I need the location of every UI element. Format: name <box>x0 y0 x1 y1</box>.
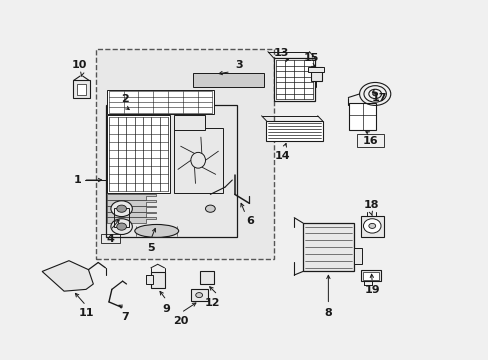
Text: 1: 1 <box>74 175 81 185</box>
Bar <box>96 49 273 259</box>
Text: 16: 16 <box>362 136 377 145</box>
Text: 14: 14 <box>274 150 289 161</box>
Text: 19: 19 <box>364 285 379 296</box>
Bar <box>360 270 380 281</box>
Text: 4: 4 <box>106 234 114 244</box>
Ellipse shape <box>117 223 126 230</box>
Ellipse shape <box>368 224 375 228</box>
Bar <box>360 216 383 237</box>
Bar <box>307 67 324 72</box>
Text: 13: 13 <box>273 48 288 58</box>
Ellipse shape <box>135 225 178 237</box>
Ellipse shape <box>205 205 215 212</box>
Polygon shape <box>107 217 156 223</box>
Bar <box>77 84 86 95</box>
Ellipse shape <box>111 201 132 217</box>
Polygon shape <box>107 206 156 212</box>
Text: 15: 15 <box>304 53 319 63</box>
Bar <box>273 58 315 101</box>
Ellipse shape <box>363 219 380 233</box>
Ellipse shape <box>372 92 377 96</box>
Text: 11: 11 <box>78 309 94 318</box>
Text: 18: 18 <box>363 200 378 210</box>
Bar <box>353 248 361 264</box>
Text: 10: 10 <box>72 60 87 70</box>
Text: 7: 7 <box>121 312 129 322</box>
Text: 17: 17 <box>370 93 386 103</box>
Polygon shape <box>107 212 156 217</box>
Text: 3: 3 <box>235 60 243 70</box>
Bar <box>146 275 153 284</box>
Text: 2: 2 <box>121 94 129 104</box>
Bar <box>105 105 237 237</box>
Text: 6: 6 <box>246 216 254 226</box>
Bar <box>107 116 170 193</box>
Bar <box>362 272 378 280</box>
Bar <box>266 121 322 140</box>
Text: 20: 20 <box>173 316 188 325</box>
Text: 8: 8 <box>324 309 331 318</box>
Text: 9: 9 <box>162 304 170 314</box>
Ellipse shape <box>117 205 126 212</box>
Bar <box>107 90 214 114</box>
Bar <box>73 80 90 98</box>
Bar <box>348 103 375 130</box>
Bar <box>114 208 129 227</box>
Bar <box>190 289 207 301</box>
Bar <box>310 67 321 81</box>
Polygon shape <box>42 261 93 291</box>
Ellipse shape <box>190 152 205 168</box>
Bar <box>173 116 205 130</box>
Ellipse shape <box>195 293 202 298</box>
Bar <box>193 73 264 87</box>
Text: 12: 12 <box>204 298 220 308</box>
Polygon shape <box>107 194 156 200</box>
Bar <box>199 271 214 284</box>
Bar <box>101 234 120 243</box>
Text: 5: 5 <box>147 243 154 253</box>
Bar <box>356 134 383 147</box>
Ellipse shape <box>111 219 132 234</box>
Bar <box>303 223 353 271</box>
Bar <box>173 128 222 193</box>
Bar <box>151 272 164 288</box>
Polygon shape <box>107 200 156 206</box>
